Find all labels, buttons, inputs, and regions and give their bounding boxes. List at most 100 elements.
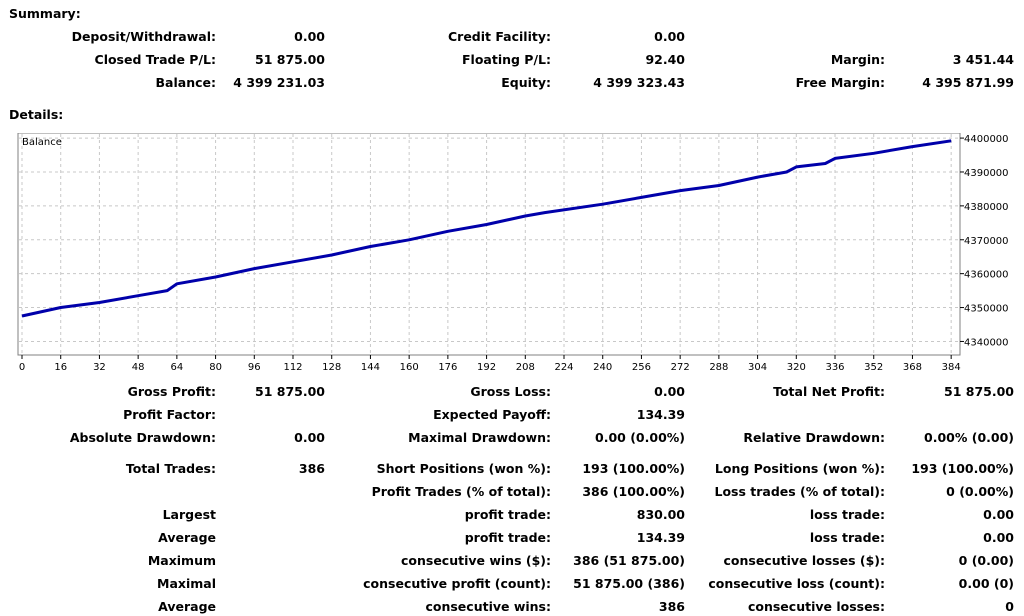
x-tick-label: 160 [400, 362, 419, 373]
average-label: Average [158, 530, 216, 545]
x-tick-label: 16 [54, 362, 67, 373]
loss-trades-label: Loss trades (% of total): [714, 484, 885, 499]
floating-pl-label: Floating P/L: [462, 52, 551, 67]
max-consecutive-wins-value: 386 (51 875.00) [573, 553, 685, 568]
balance-label: Balance: [155, 75, 216, 90]
long-positions-label: Long Positions (won %): [714, 461, 885, 476]
maximal-consecutive-loss-label: consecutive loss (count): [708, 576, 885, 591]
average-profit-trade-label: profit trade: [464, 530, 551, 545]
x-tick-label: 320 [787, 362, 806, 373]
x-tick-label: 96 [248, 362, 261, 373]
max-consecutive-wins-label: consecutive wins ($): [400, 553, 551, 568]
x-tick-label: 224 [554, 362, 573, 373]
details-heading: Details: [9, 107, 64, 122]
x-tick-label: 352 [864, 362, 883, 373]
y-tick-label: 4350000 [964, 304, 1009, 315]
average2-label: Average [158, 599, 216, 614]
largest-loss-trade-label: loss trade: [809, 507, 885, 522]
average-loss-trade-label: loss trade: [809, 530, 885, 545]
x-tick-label: 304 [748, 362, 767, 373]
avg-consecutive-losses-value: 0 [1005, 599, 1014, 614]
largest-loss-trade-value: 0.00 [983, 507, 1014, 522]
expected-payoff-value: 134.39 [636, 407, 685, 422]
margin-label: Margin: [830, 52, 885, 67]
loss-trades-value: 0 (0.00%) [946, 484, 1014, 499]
largest-profit-trade-label: profit trade: [464, 507, 551, 522]
y-tick-label: 4390000 [964, 168, 1009, 179]
y-tick-label: 4340000 [964, 337, 1009, 348]
profit-factor-label: Profit Factor: [123, 407, 216, 422]
average-loss-trade-value: 0.00 [983, 530, 1014, 545]
relative-drawdown-value: 0.00% (0.00) [924, 430, 1014, 445]
gross-loss-label: Gross Loss: [470, 384, 551, 399]
absolute-drawdown-label: Absolute Drawdown: [69, 430, 216, 445]
x-tick-label: 256 [632, 362, 651, 373]
avg-consecutive-wins-value: 386 [658, 599, 685, 614]
chart-series-layer [21, 139, 952, 318]
y-tick-label: 4400000 [964, 134, 1009, 145]
x-tick-label: 32 [93, 362, 106, 373]
short-positions-value: 193 (100.00%) [582, 461, 685, 476]
max-consecutive-losses-value: 0 (0.00) [958, 553, 1014, 568]
total-trades-value: 386 [298, 461, 325, 476]
y-tick-label: 4380000 [964, 202, 1009, 213]
credit-label: Credit Facility: [447, 29, 551, 44]
x-tick-label: 0 [19, 362, 25, 373]
x-tick-label: 80 [209, 362, 222, 373]
x-tick-label: 128 [322, 362, 341, 373]
x-tick-label: 208 [516, 362, 535, 373]
max-consecutive-losses-label: consecutive losses ($): [723, 553, 885, 568]
gross-loss-value: 0.00 [654, 384, 685, 399]
free-margin-label: Free Margin: [795, 75, 885, 90]
balance-chart: 0 16 32 48 64 80 96 112 128 144 160 176 192 208 224 240… [14, 132, 1014, 373]
floating-pl-value: 92.40 [645, 52, 685, 67]
avg-consecutive-wins-label: consecutive wins: [425, 599, 551, 614]
y-tick-label: 4360000 [964, 270, 1009, 281]
chart-legend-balance: Balance [22, 137, 62, 148]
long-positions-value: 193 (100.00%) [911, 461, 1014, 476]
closed-pl-value: 51 875.00 [255, 52, 325, 67]
gross-profit-label: Gross Profit: [127, 384, 216, 399]
x-tick-label: 288 [709, 362, 728, 373]
x-tick-label: 336 [825, 362, 844, 373]
equity-value: 4 399 323.43 [593, 75, 685, 90]
free-margin-value: 4 395 871.99 [922, 75, 1014, 90]
absolute-drawdown-value: 0.00 [294, 430, 325, 445]
maximal-consecutive-profit-value: 51 875.00 (386) [573, 576, 685, 591]
total-net-profit-label: Total Net Profit: [773, 384, 885, 399]
maximal-label: Maximal [157, 576, 216, 591]
avg-consecutive-losses-label: consecutive losses: [747, 599, 885, 614]
margin-value: 3 451.44 [952, 52, 1014, 67]
summary-heading: Summary: [9, 6, 81, 21]
credit-value: 0.00 [654, 29, 685, 44]
y-tick-label: 4370000 [964, 236, 1009, 247]
maximal-drawdown-label: Maximal Drawdown: [408, 430, 551, 445]
largest-profit-trade-value: 830.00 [636, 507, 685, 522]
chart-plot-area [17, 132, 961, 356]
x-tick-label: 48 [132, 362, 145, 373]
balance-series-line [21, 139, 952, 318]
total-net-profit-value: 51 875.00 [944, 384, 1014, 399]
x-tick-label: 144 [361, 362, 380, 373]
maximal-consecutive-loss-value: 0.00 (0) [958, 576, 1014, 591]
x-tick-label: 192 [477, 362, 496, 373]
average-profit-trade-value: 134.39 [636, 530, 685, 545]
balance-chart-svg: 0 16 32 48 64 80 96 112 128 144 160 176 192 208 224 240… [17, 132, 1009, 373]
relative-drawdown-label: Relative Drawdown: [743, 430, 885, 445]
x-tick-label: 384 [942, 362, 961, 373]
x-tick-label: 368 [903, 362, 922, 373]
closed-pl-label: Closed Trade P/L: [94, 52, 216, 67]
deposit-label: Deposit/Withdrawal: [71, 29, 216, 44]
gross-profit-value: 51 875.00 [255, 384, 325, 399]
chart-ticks: 0 16 32 48 64 80 96 112 128 144 160 176 192 208 224 240… [19, 134, 1009, 373]
maximal-consecutive-profit-label: consecutive profit (count): [363, 576, 551, 591]
x-tick-label: 112 [283, 362, 302, 373]
x-tick-label: 272 [671, 362, 690, 373]
x-tick-label: 176 [438, 362, 457, 373]
total-trades-label: Total Trades: [125, 461, 216, 476]
equity-label: Equity: [501, 75, 551, 90]
largest-label: Largest [162, 507, 216, 522]
short-positions-label: Short Positions (won %): [376, 461, 551, 476]
profit-trades-value: 386 (100.00%) [582, 484, 685, 499]
x-tick-label: 240 [593, 362, 612, 373]
